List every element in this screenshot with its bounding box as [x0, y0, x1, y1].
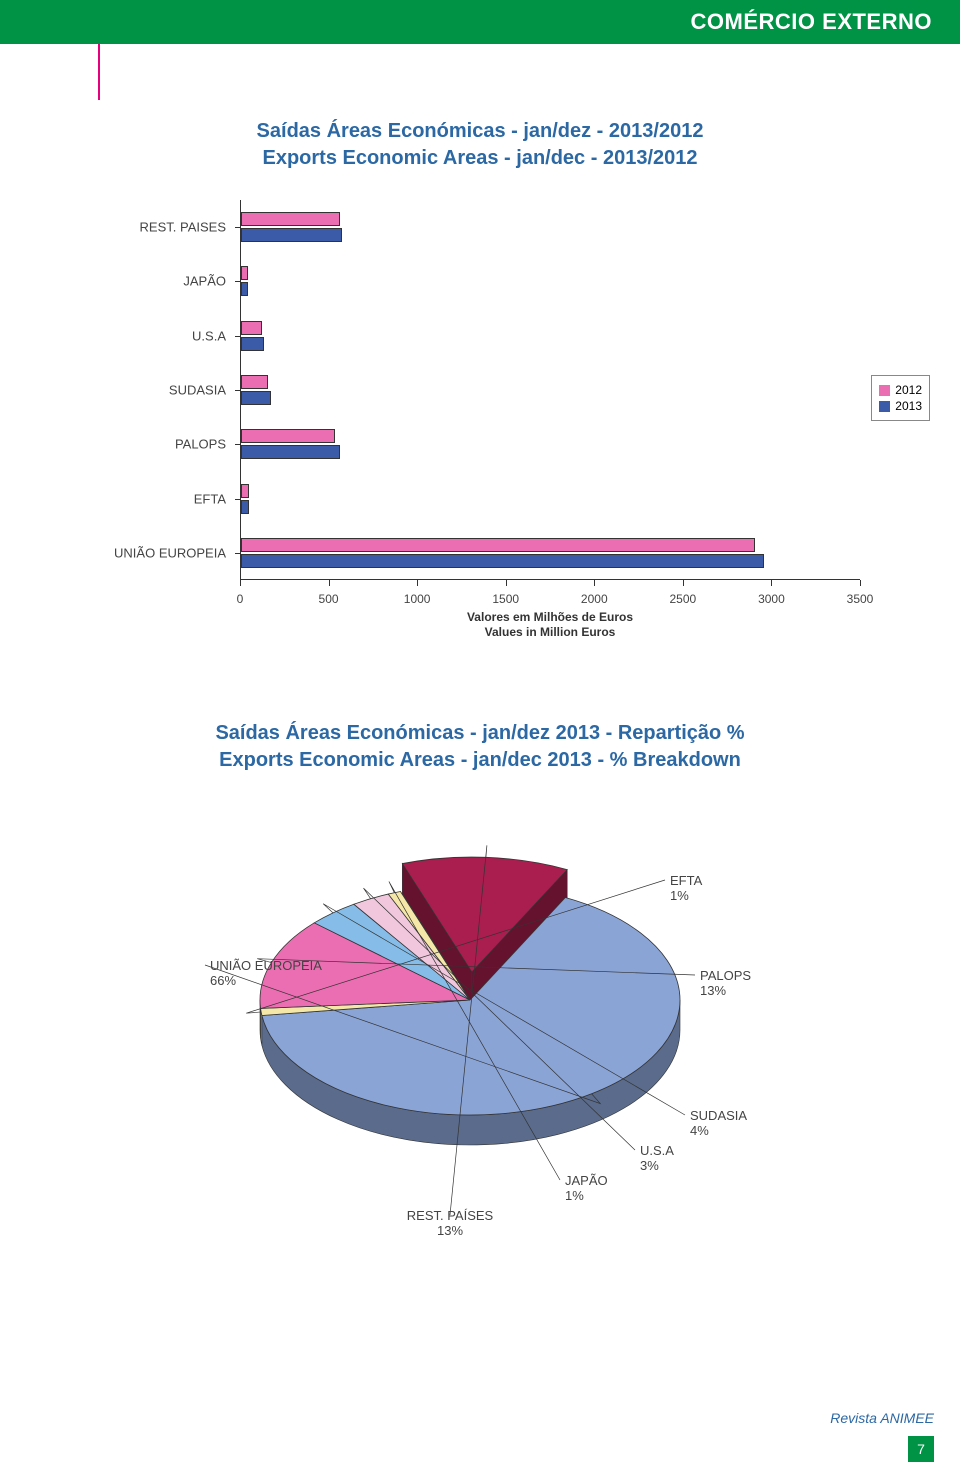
- x-caption-line2: Values in Million Euros: [240, 625, 860, 640]
- pie-chart-title: Saídas Áreas Económicas - jan/dez 2013 -…: [0, 720, 960, 774]
- footer-page-number: 7: [908, 1436, 934, 1462]
- bar-chart: REST. PAISES JAPÃO U.S.A SUDASIA PALOPS EFTA U…: [100, 200, 860, 620]
- bar-segment: [241, 429, 335, 443]
- bar-segment: [241, 391, 271, 405]
- bar-x-tick-label: 1000: [404, 592, 431, 606]
- bar-x-tick-label: 0: [237, 592, 244, 606]
- bar-chart-title: Saídas Áreas Económicas - jan/dez - 2013…: [0, 118, 960, 172]
- bar-category-label: EFTA: [100, 491, 226, 506]
- pie-slice-label: U.S.A3%: [640, 1143, 674, 1173]
- pie-slice-label: EFTA1%: [670, 873, 703, 903]
- bar-x-tick-label: 3000: [758, 592, 785, 606]
- bar-segment: [241, 500, 249, 514]
- bar-segment: [241, 445, 340, 459]
- bar-x-tick-label: 2500: [669, 592, 696, 606]
- left-accent-tab: [0, 44, 100, 100]
- bar-segment: [241, 228, 342, 242]
- legend-item-2012: 2012: [879, 383, 922, 397]
- pie-slice-label: REST. PAÍSES13%: [407, 1208, 494, 1238]
- bar-chart-x-axis: [240, 579, 860, 580]
- footer: Revista ANIMEE 7: [830, 1410, 934, 1462]
- bar-x-tick-label: 3500: [847, 592, 874, 606]
- legend-swatch-2013: [879, 401, 890, 412]
- bar-x-tick-label: 1500: [492, 592, 519, 606]
- bar-segment: [241, 484, 249, 498]
- pie-slice-label: JAPÃO1%: [565, 1173, 608, 1203]
- bar-category-label: JAPÃO: [100, 274, 226, 289]
- bar-category-label: UNIÃO EUROPEIA: [100, 545, 226, 560]
- bar-chart-title-line2: Exports Economic Areas - jan/dec - 2013/…: [0, 145, 960, 172]
- pie-chart-title-line1: Saídas Áreas Económicas - jan/dez 2013 -…: [0, 720, 960, 747]
- bar-segment: [241, 321, 262, 335]
- bar-segment: [241, 282, 248, 296]
- bar-segment: [241, 266, 248, 280]
- bar-segment: [241, 554, 764, 568]
- footer-publication: Revista ANIMEE: [830, 1410, 934, 1426]
- bar-category-label: PALOPS: [100, 437, 226, 452]
- header-bar: COMÉRCIO EXTERNO: [0, 0, 960, 44]
- page-section-title: COMÉRCIO EXTERNO: [691, 9, 932, 35]
- bar-category-label: SUDASIA: [100, 383, 226, 398]
- bar-chart-x-caption: Valores em Milhões de Euros Values in Mi…: [240, 610, 860, 640]
- pie-chart: UNIÃO EUROPEIA66%EFTA1%PALOPS13%SUDASIA4…: [170, 800, 790, 1240]
- bar-segment: [241, 375, 268, 389]
- bar-segment: [241, 337, 264, 351]
- bar-x-tick-label: 2000: [581, 592, 608, 606]
- legend-label-2012: 2012: [895, 383, 922, 397]
- legend-label-2013: 2013: [895, 399, 922, 413]
- bar-segment: [241, 538, 755, 552]
- bar-x-tick-label: 500: [319, 592, 339, 606]
- bar-category-label: REST. PAISES: [100, 220, 226, 235]
- bar-chart-title-line1: Saídas Áreas Económicas - jan/dez - 2013…: [0, 118, 960, 145]
- pie-chart-title-line2: Exports Economic Areas - jan/dec 2013 - …: [0, 747, 960, 774]
- pie-slice-label: PALOPS13%: [700, 968, 751, 998]
- bar-category-label: U.S.A: [100, 328, 226, 343]
- x-caption-line1: Valores em Milhões de Euros: [240, 610, 860, 625]
- bar-chart-legend: 2012 2013: [871, 375, 930, 421]
- legend-swatch-2012: [879, 385, 890, 396]
- bar-segment: [241, 212, 340, 226]
- pie-slice-label: SUDASIA4%: [690, 1108, 747, 1138]
- pie-chart-svg: UNIÃO EUROPEIA66%EFTA1%PALOPS13%SUDASIA4…: [170, 800, 790, 1240]
- legend-item-2013: 2013: [879, 399, 922, 413]
